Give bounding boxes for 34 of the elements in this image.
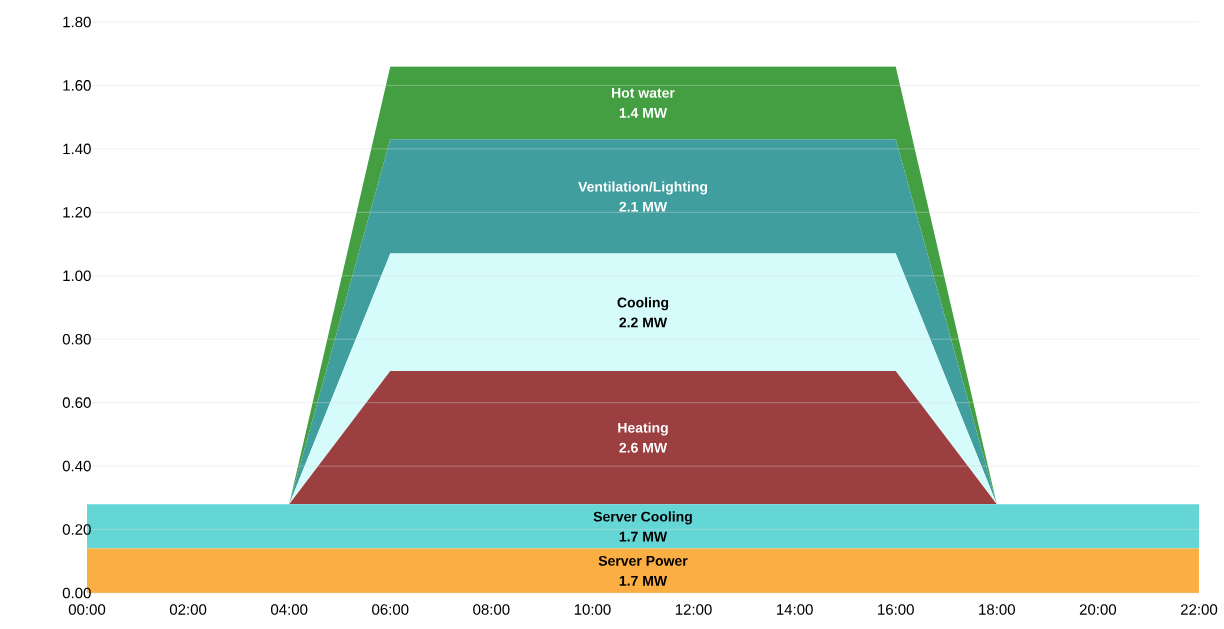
y-tick-label: 0.80 (62, 333, 91, 345)
y-tick-label: 1.00 (63, 270, 91, 282)
annotation: 2.1 MW (619, 201, 668, 212)
annotation: 1.7 MW (619, 531, 668, 542)
annotation: 1.4 MW (619, 108, 668, 118)
x-tick-label: 04:00 (271, 604, 308, 615)
annotation: 1.7 MW (619, 576, 668, 586)
annotation: 2.2 MW (619, 317, 668, 328)
series-label: Cooling (617, 297, 669, 311)
x-tick-label: 16:00 (878, 604, 914, 615)
y-tick-label: 1.20 (63, 207, 91, 218)
y-tick-label: 1.80 (63, 16, 91, 28)
y-tick-label: 1.40 (63, 143, 91, 155)
y-tick-label: 0.60 (62, 397, 91, 408)
series-label: Ventilation/Lighting (578, 181, 708, 195)
y-tick-label: 0.20 (62, 524, 91, 535)
x-tick-label: 08:00 (473, 604, 510, 615)
x-tick-label: 10:00 (574, 604, 611, 615)
x-tick-label: 02:00 (169, 604, 207, 615)
x-tick-label: 06:00 (372, 604, 409, 615)
y-tick-label: 1.60 (63, 80, 91, 91)
series-label: Server Cooling (593, 511, 692, 525)
y-tick-label: 0.40 (62, 460, 91, 472)
annotation: 2.6 MW (619, 442, 668, 453)
series-label: Hot water (612, 88, 675, 98)
x-tick-label: 14:00 (777, 604, 813, 615)
series-label: Server Power (598, 555, 688, 566)
x-tick-label: 00:00 (68, 604, 106, 615)
x-tick-label: 18:00 (979, 604, 1015, 615)
x-tick-label: 20:00 (1079, 604, 1117, 615)
y-tick-label: 0.00 (62, 587, 91, 599)
x-tick-label: 22:00 (1180, 604, 1218, 615)
series-label: Heating (618, 422, 668, 436)
x-tick-label: 12:00 (675, 604, 712, 615)
